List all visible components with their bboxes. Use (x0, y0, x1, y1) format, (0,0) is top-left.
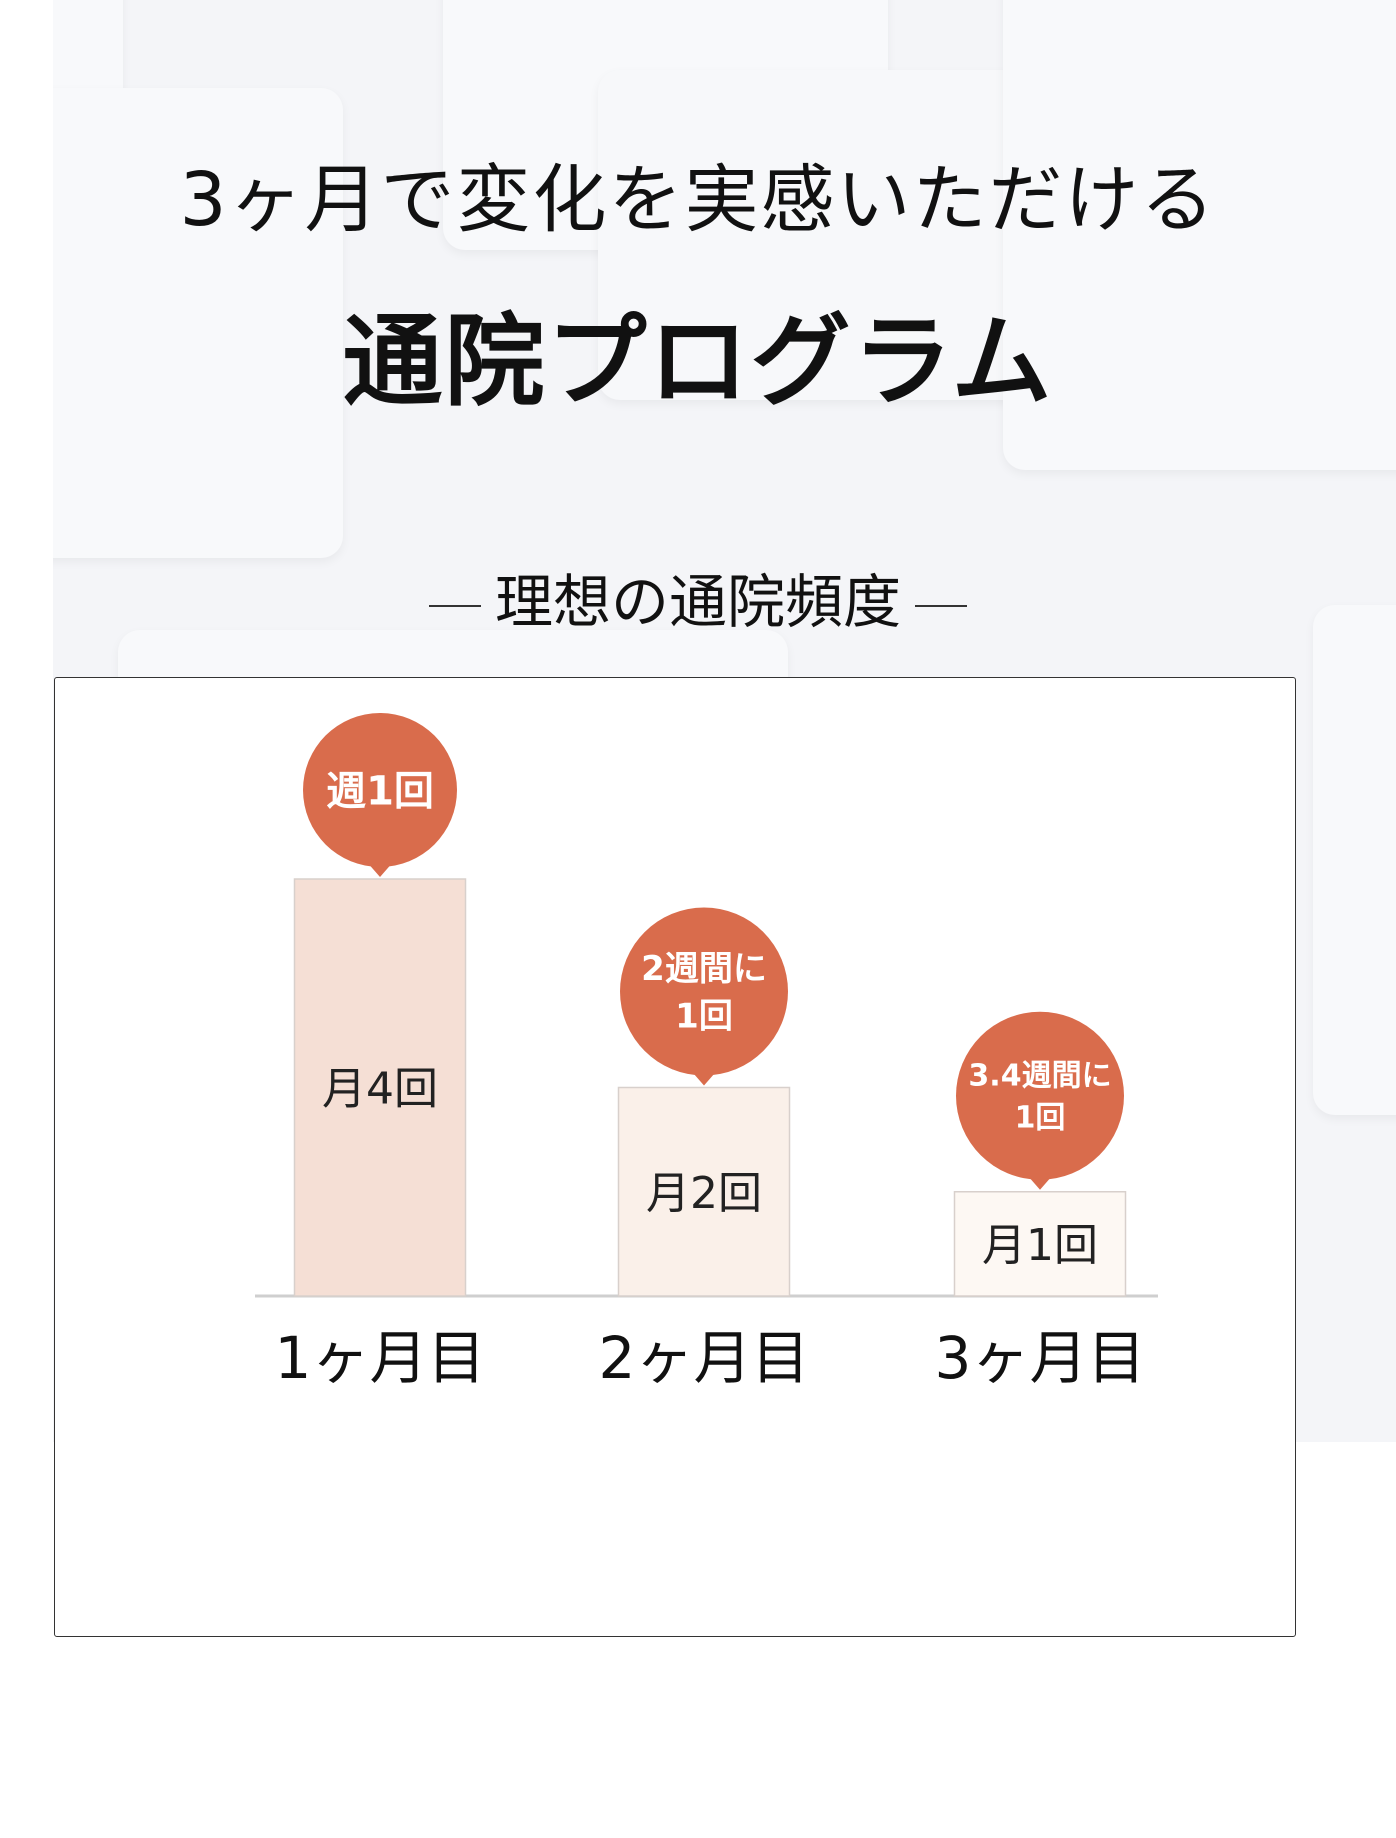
bar-label-1: 月4回 (322, 1064, 438, 1115)
bar-1 (293, 878, 467, 1297)
title-line1: 3ヶ月で変化を実感いただける (179, 157, 1217, 243)
callout-text-2: 2週間に (641, 949, 767, 989)
callout-bubble-2 (620, 907, 788, 1076)
category-label-3: 3ヶ月目 (935, 1324, 1146, 1392)
category-label-2: 2ヶ月目 (599, 1324, 810, 1392)
callout-text-3: 3.4週間に (968, 1059, 1111, 1094)
category-label-1: 1ヶ月目 (275, 1324, 486, 1392)
callout-bubble-1 (303, 713, 457, 867)
callout-text-2: 1回 (675, 997, 733, 1037)
bar-3 (953, 1191, 1127, 1297)
callout-text-3: 1回 (1015, 1101, 1066, 1136)
bar-2 (617, 1086, 791, 1297)
subtitle: 理想の通院頻度 (0, 555, 1396, 639)
dash-right (915, 604, 967, 607)
dash-left (428, 604, 481, 607)
subtitle-text: 理想の通院頻度 (494, 568, 901, 636)
bar-label-2: 月2回 (646, 1168, 762, 1219)
callout-text-1: 週1回 (326, 768, 434, 814)
title-line2: 通院プログラム (342, 303, 1054, 420)
bar-label-3: 月1回 (982, 1220, 1098, 1271)
callout-bubble-3 (956, 1011, 1124, 1180)
